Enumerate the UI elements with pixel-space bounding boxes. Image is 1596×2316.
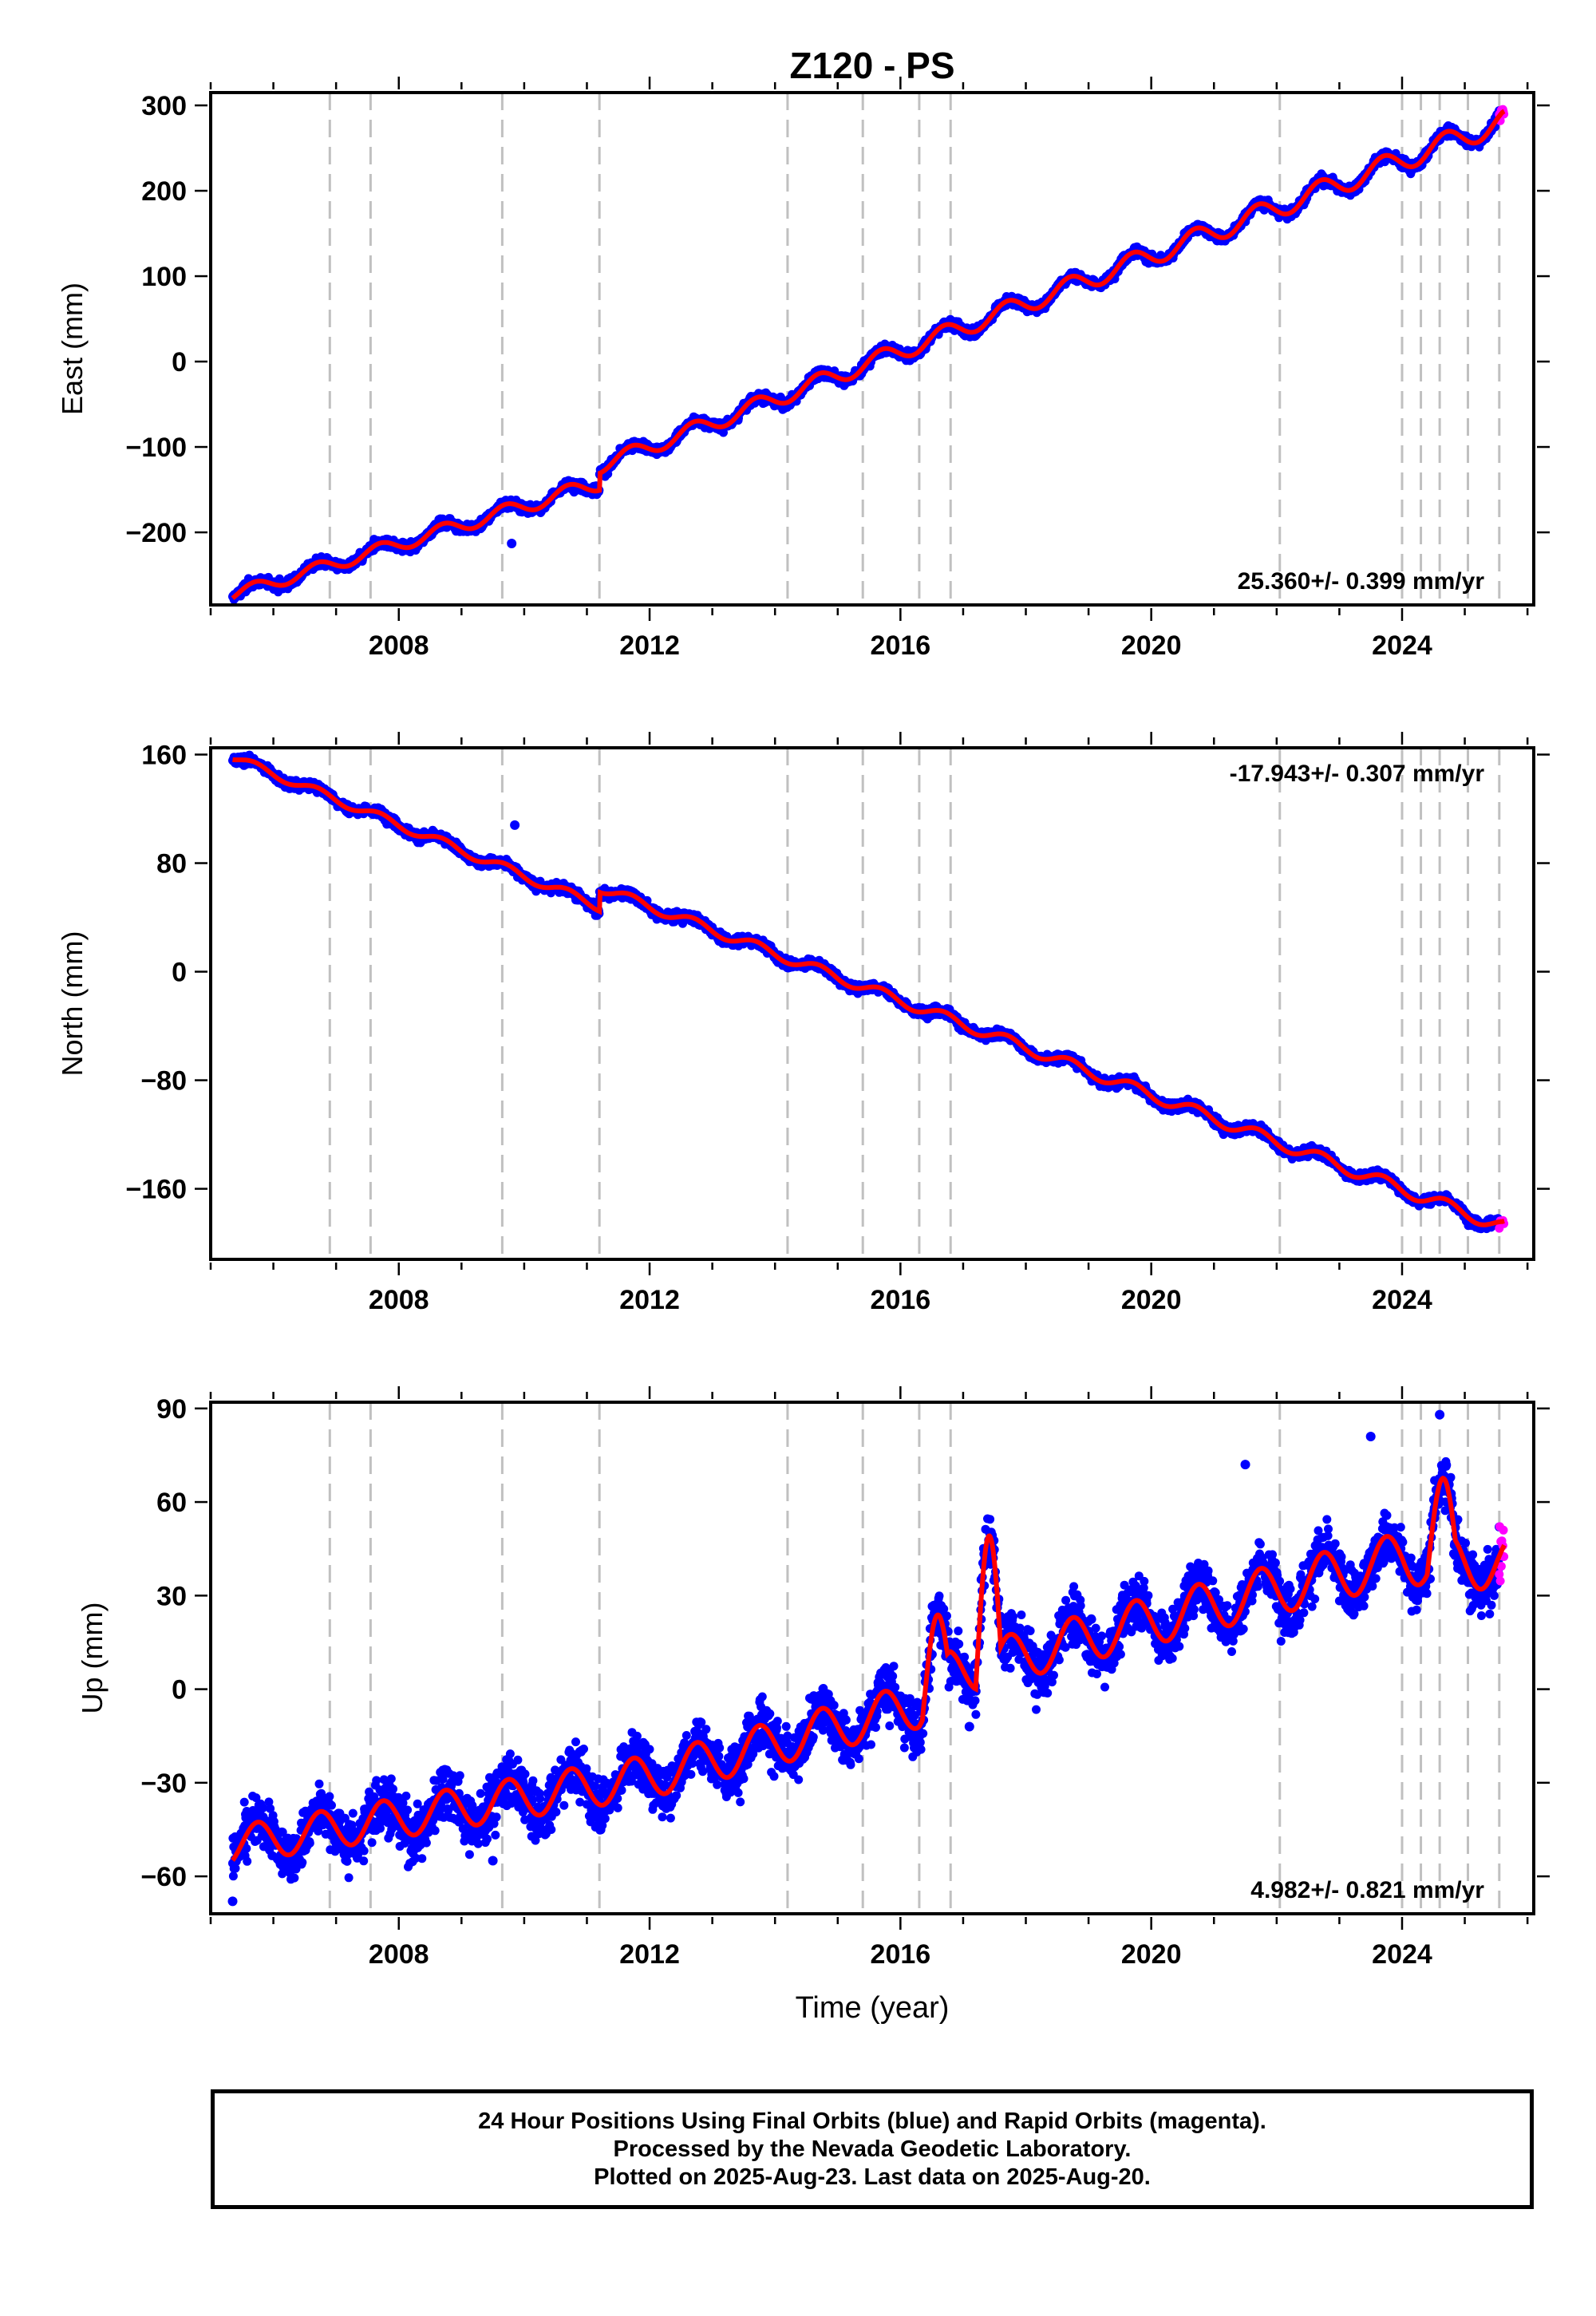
- model-fit-curve: [231, 109, 1506, 600]
- x-tick-label: 2020: [1121, 1939, 1182, 1970]
- y-tick-label: −160: [125, 1175, 187, 1205]
- x-tick-label: 2012: [619, 630, 680, 661]
- y-tick-label: 90: [156, 1394, 187, 1425]
- y-tick-label: −200: [125, 518, 187, 548]
- outlier-point: [507, 538, 517, 548]
- x-tick-label: 2012: [619, 1285, 680, 1315]
- x-tick-label: 2016: [871, 630, 931, 661]
- x-tick-label: 2020: [1121, 1285, 1182, 1315]
- y-tick-label: −100: [125, 433, 187, 463]
- x-tick-label: 2020: [1121, 630, 1182, 661]
- y-tick-label: −80: [140, 1066, 187, 1097]
- y-tick-label: 30: [156, 1581, 187, 1611]
- y-tick-label: 0: [172, 1675, 187, 1705]
- velocity-annotation: -17.943+/- 0.307 mm/yr: [1230, 761, 1485, 787]
- x-tick-label: 2008: [369, 630, 429, 661]
- y-tick-label: 300: [141, 91, 187, 121]
- x-tick-label: 2016: [871, 1285, 931, 1315]
- panel-frame: [209, 1401, 1535, 1915]
- y-tick-label: 0: [172, 958, 187, 988]
- x-tick-label: 2024: [1372, 1285, 1432, 1315]
- y-tick-label: −60: [140, 1862, 187, 1892]
- observation-points: [228, 750, 1509, 1234]
- outlier-point: [488, 1856, 498, 1866]
- outlier-point: [1435, 1409, 1445, 1420]
- y-axis-label: Up (mm): [76, 1603, 109, 1714]
- y-tick-label: 160: [141, 741, 187, 771]
- outlier-point: [1365, 1431, 1376, 1441]
- outlier-point: [1240, 1460, 1250, 1470]
- outlier-point: [510, 820, 520, 830]
- model-fit-curve: [231, 1476, 1507, 1862]
- x-tick-label: 2008: [369, 1285, 429, 1315]
- velocity-annotation: 4.982+/- 0.821 mm/yr: [1250, 1877, 1484, 1903]
- outlier-point: [964, 1721, 974, 1732]
- x-tick-label: 2024: [1372, 1939, 1432, 1970]
- footer-line-orbits: 24 Hour Positions Using Final Orbits (bl…: [478, 2108, 1266, 2134]
- y-tick-label: 100: [141, 262, 187, 292]
- y-tick-label: 80: [156, 849, 187, 879]
- y-tick-label: 200: [141, 176, 187, 207]
- x-tick-label: 2012: [619, 1939, 680, 1970]
- y-tick-label: 0: [172, 347, 187, 377]
- footer-line-processed: Processed by the Nevada Geodetic Laborat…: [613, 2136, 1132, 2162]
- y-axis-label: North (mm): [56, 931, 89, 1077]
- footer-info-box: 24 Hour Positions Using Final Orbits (bl…: [211, 2089, 1534, 2209]
- y-axis-label: East (mm): [56, 283, 89, 415]
- panel-frame: [209, 746, 1535, 1261]
- footer-line-plotted: Plotted on 2025-Aug-23. Last data on 202…: [594, 2164, 1151, 2190]
- y-tick-label: −30: [140, 1769, 187, 1799]
- x-tick-label: 2008: [369, 1939, 429, 1970]
- velocity-annotation: 25.360+/- 0.399 mm/yr: [1238, 568, 1485, 595]
- panel-frame: [209, 91, 1535, 607]
- x-axis-label: Time (year): [796, 1991, 950, 2025]
- outlier-point: [227, 1896, 238, 1907]
- chart-title: Z120 - PS: [789, 45, 954, 86]
- model-fit-curve: [232, 757, 1505, 1227]
- panel-east: 2008 2012 2016 2020 2024 −200 −100 0 100 200 300 Ea…: [56, 77, 1550, 661]
- panel-up: 2008 2012 2016 2020 2024 −60 −30 0 30 60 90 Up (mm)…: [76, 1386, 1550, 2025]
- x-tick-label: 2016: [871, 1939, 931, 1970]
- panel-north: 2008 2012 2016 2020 2024 −160 −80 0 80 160 North (…: [56, 732, 1550, 1315]
- x-tick-label: 2024: [1372, 630, 1432, 661]
- y-tick-label: 60: [156, 1488, 187, 1518]
